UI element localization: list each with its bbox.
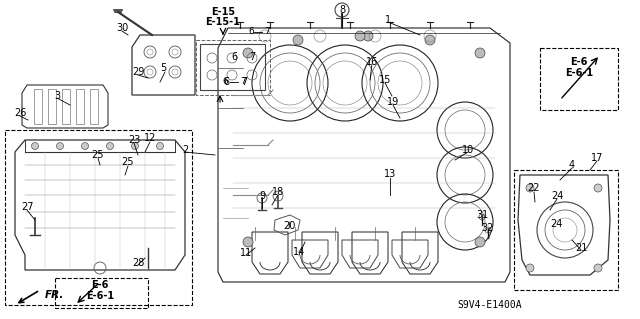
Text: 3: 3 (54, 91, 60, 101)
Text: E-15-1: E-15-1 (205, 17, 241, 27)
Text: 6: 6 (222, 78, 228, 86)
Circle shape (425, 35, 435, 45)
Text: 17: 17 (591, 153, 603, 163)
Text: 23: 23 (128, 135, 140, 145)
Circle shape (526, 264, 534, 272)
Circle shape (355, 31, 365, 41)
Text: 6: 6 (231, 52, 237, 62)
Circle shape (56, 143, 63, 150)
Circle shape (243, 237, 253, 247)
Text: 31: 31 (476, 210, 488, 220)
Text: E-6-1: E-6-1 (565, 68, 593, 78)
Text: 15: 15 (379, 75, 391, 85)
Circle shape (594, 264, 602, 272)
Text: E-6: E-6 (570, 57, 588, 67)
Text: 24: 24 (550, 219, 562, 229)
Text: 7: 7 (249, 52, 255, 62)
Text: 1: 1 (385, 15, 391, 25)
Text: 29: 29 (132, 67, 144, 77)
Circle shape (157, 143, 163, 150)
Text: 7: 7 (240, 78, 246, 86)
Text: 4: 4 (569, 160, 575, 170)
Circle shape (293, 35, 303, 45)
Text: 30: 30 (116, 23, 128, 33)
Circle shape (475, 48, 485, 58)
Circle shape (475, 237, 485, 247)
Text: 27: 27 (20, 202, 33, 212)
Text: 22: 22 (528, 183, 540, 193)
Text: 21: 21 (575, 243, 587, 253)
Text: 26: 26 (14, 108, 26, 118)
Text: 9: 9 (259, 191, 265, 201)
Circle shape (106, 143, 113, 150)
Text: S9V4-E1400A: S9V4-E1400A (458, 300, 522, 310)
Text: 5: 5 (160, 63, 166, 73)
Text: 25: 25 (122, 157, 134, 167)
Text: 11: 11 (240, 248, 252, 258)
Text: 12: 12 (144, 133, 156, 143)
Circle shape (243, 48, 253, 58)
Text: 13: 13 (384, 169, 396, 179)
Text: 20: 20 (283, 221, 295, 231)
Text: E-6-1: E-6-1 (86, 291, 114, 301)
Text: 32: 32 (482, 223, 494, 233)
Text: E-15: E-15 (211, 7, 235, 17)
Text: 24: 24 (551, 191, 563, 201)
Text: 25: 25 (92, 150, 104, 160)
Text: 18: 18 (272, 187, 284, 197)
Text: FR.: FR. (45, 290, 65, 300)
Text: 16: 16 (366, 57, 378, 67)
Circle shape (131, 143, 138, 150)
Text: 6: 6 (248, 27, 253, 36)
Text: E-6: E-6 (92, 280, 109, 290)
Text: 2: 2 (182, 145, 188, 155)
Text: 6: 6 (223, 77, 229, 87)
Text: 8: 8 (339, 5, 345, 15)
Circle shape (31, 143, 38, 150)
Circle shape (363, 31, 373, 41)
Text: 14: 14 (293, 247, 305, 257)
Text: 10: 10 (462, 145, 474, 155)
Circle shape (594, 184, 602, 192)
Circle shape (81, 143, 88, 150)
Text: 7: 7 (264, 27, 269, 36)
Text: 28: 28 (132, 258, 144, 268)
Text: 19: 19 (387, 97, 399, 107)
Text: 7: 7 (241, 77, 247, 87)
Circle shape (526, 184, 534, 192)
